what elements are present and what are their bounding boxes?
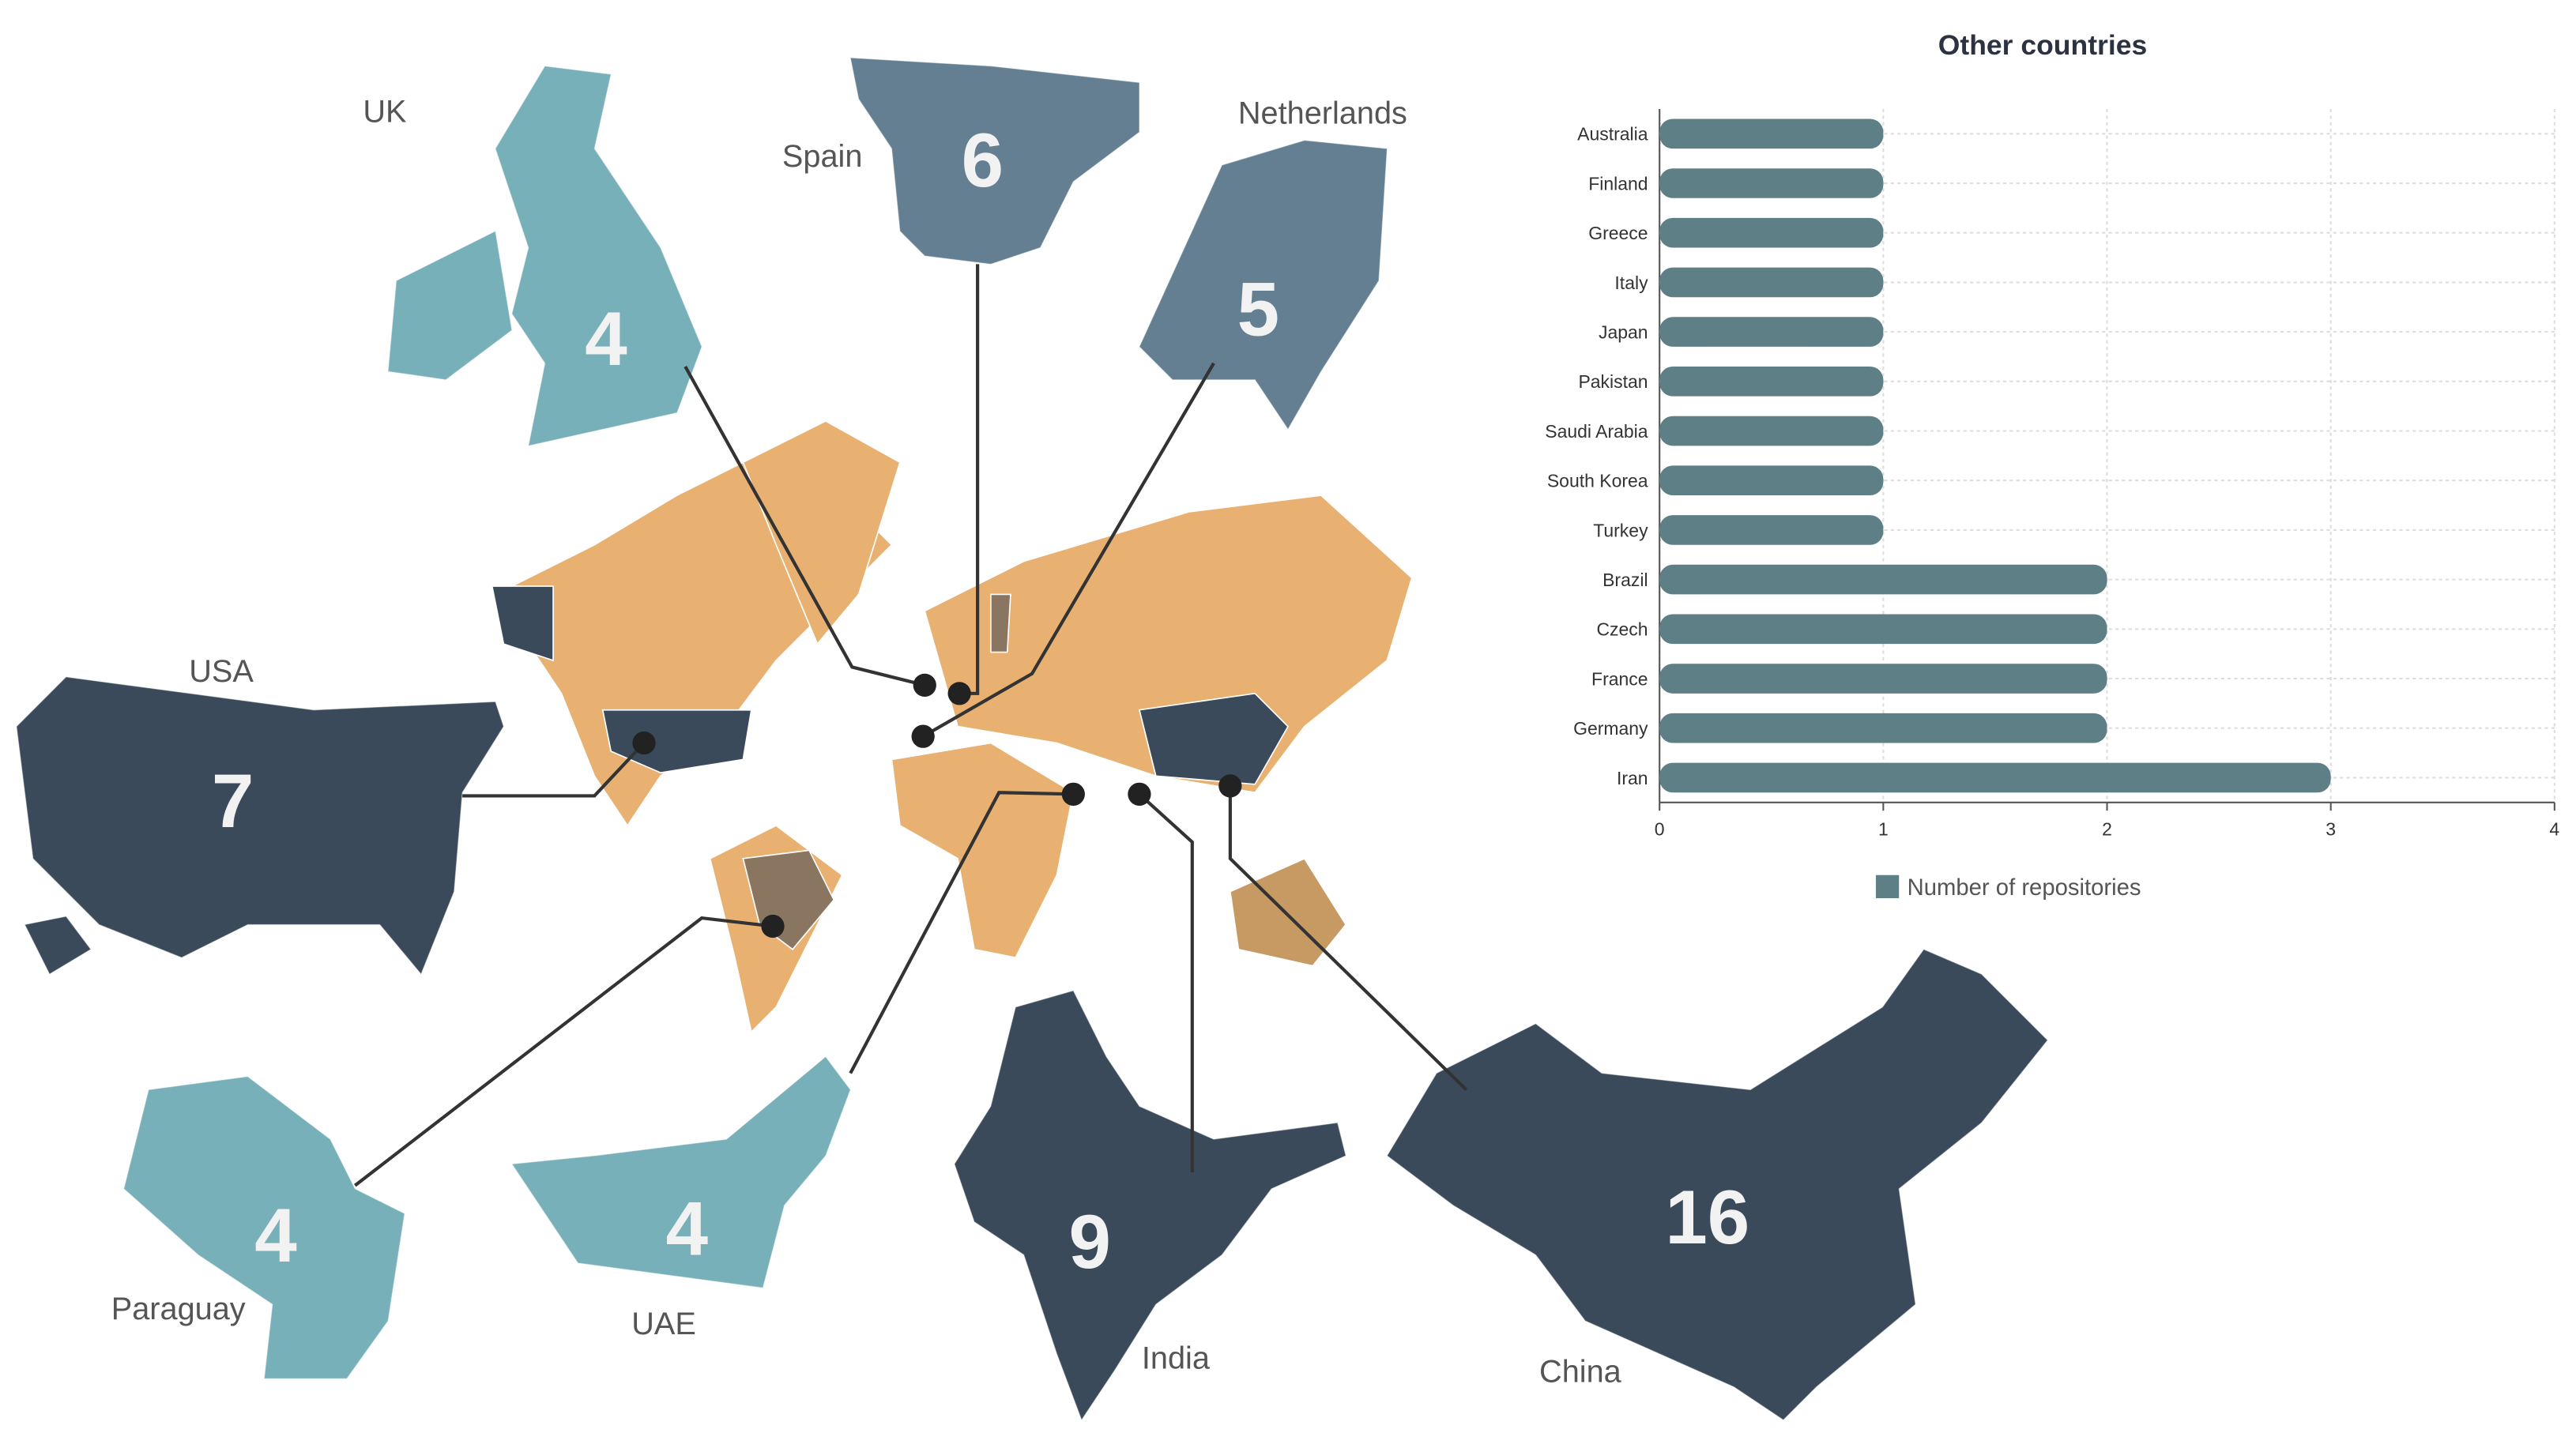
bar — [1659, 762, 2331, 793]
country-name: India — [1142, 1341, 1211, 1376]
country-count: 7 — [212, 759, 254, 844]
y-tick-label: Japan — [1599, 322, 1648, 342]
bar — [1659, 366, 1884, 397]
country-count: 16 — [1665, 1175, 1749, 1260]
country-count: 5 — [1237, 267, 1279, 352]
bar — [1659, 217, 1884, 248]
country-count: 6 — [962, 118, 1004, 203]
y-tick-label: Greece — [1588, 223, 1648, 243]
y-tick-label: Saudi Arabia — [1545, 421, 1648, 442]
y-tick-label: Finland — [1588, 173, 1648, 194]
x-tick-label: 4 — [2549, 819, 2559, 840]
bar — [1659, 713, 2107, 743]
x-tick-label: 1 — [1878, 819, 1889, 840]
x-tick-label: 0 — [1655, 819, 1665, 840]
x-tick-label: 3 — [2326, 819, 2336, 840]
y-tick-label: France — [1591, 668, 1648, 689]
y-tick-label: Italy — [1614, 273, 1648, 293]
bar — [1659, 614, 2107, 645]
bar — [1659, 267, 1884, 298]
x-tick-label: 2 — [2102, 819, 2112, 840]
y-tick-label: Czech — [1596, 619, 1648, 640]
country-count: 9 — [1068, 1200, 1110, 1284]
country-name: China — [1539, 1354, 1622, 1389]
country-name: UAE — [631, 1307, 696, 1341]
bar — [1659, 416, 1884, 446]
y-tick-label: Turkey — [1593, 520, 1648, 540]
country-name: Paraguay — [111, 1292, 246, 1326]
bar — [1659, 465, 1884, 496]
legend-swatch — [1875, 874, 1900, 899]
y-tick-label: Pakistan — [1578, 371, 1648, 392]
country-name: Spain — [782, 139, 863, 174]
y-tick-label: Australia — [1577, 124, 1648, 145]
y-tick-label: Germany — [1573, 718, 1648, 739]
y-tick-label: Iran — [1617, 768, 1648, 788]
y-tick-label: Brazil — [1602, 570, 1648, 590]
country-shapes — [16, 57, 2049, 1421]
bar — [1659, 515, 1884, 545]
world-map — [491, 420, 1413, 1033]
country-name: UK — [363, 95, 407, 130]
chart-title: Other countries — [1938, 29, 2147, 61]
country-count: 4 — [254, 1194, 296, 1278]
country-name: Netherlands — [1238, 96, 1407, 131]
bar — [1659, 564, 2107, 595]
country-count: 4 — [585, 297, 627, 382]
country-name: USA — [189, 654, 254, 689]
bar — [1659, 317, 1884, 347]
bar — [1659, 168, 1884, 198]
connectors — [354, 264, 1468, 1187]
bar-chart: Other countries 0 1 2 3 4 Australia Finland Gree… — [1545, 29, 2559, 901]
y-tick-label: South Korea — [1547, 471, 1648, 491]
legend-label: Number of repositories — [1908, 875, 2141, 901]
bar — [1659, 118, 1884, 149]
bar — [1659, 664, 2107, 694]
country-count: 4 — [666, 1187, 708, 1271]
